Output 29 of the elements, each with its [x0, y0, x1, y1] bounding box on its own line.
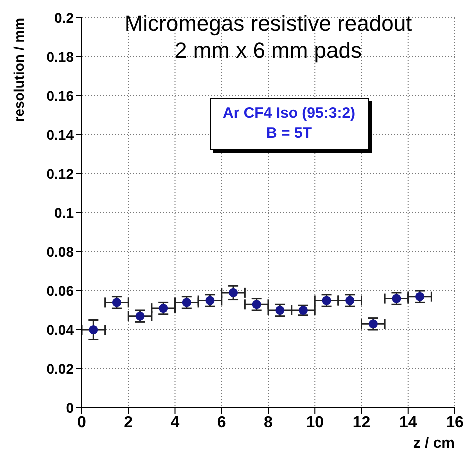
x-tick-label: 10 — [306, 414, 324, 432]
annotation: B = 5T — [266, 124, 313, 144]
x-tick-label: 6 — [217, 414, 226, 432]
point — [159, 304, 168, 314]
x-tick-label: 14 — [399, 414, 418, 432]
y-tick-label: 0.1 — [54, 204, 74, 221]
y-tick-label: 0.18 — [46, 48, 74, 65]
y-tick-label: 0.12 — [46, 166, 74, 182]
y-tick-label: 0.14 — [46, 126, 74, 143]
y-tick-label: 0.2 — [54, 10, 74, 26]
y-tick-label: 0.16 — [46, 88, 74, 104]
annotation: Ar CF4 Iso (95:3:2) — [223, 104, 356, 124]
x-tick-label: 0 — [78, 414, 87, 432]
x-tick-label: 4 — [170, 414, 180, 432]
x-tick-label: 12 — [352, 414, 371, 432]
y-tick-label: 0 — [66, 400, 74, 416]
x-axis-title: z / cm — [413, 435, 455, 452]
point — [229, 288, 238, 298]
text: 2 mm x 6 mm pads — [174, 37, 364, 64]
y-tick-label: 0.06 — [46, 282, 74, 299]
x-tick-label: 2 — [124, 414, 134, 432]
x-tick-label: 8 — [264, 414, 274, 432]
y-tick-label: 0.02 — [46, 360, 74, 377]
y-tick-label: 0.08 — [46, 244, 74, 260]
y-axis-title: resolution / mm — [10, 18, 28, 122]
x-tick-label: 16 — [446, 414, 464, 432]
y-tick-label: 0.04 — [46, 322, 74, 338]
chart-title: Micromegas resistive readout — [124, 10, 414, 37]
point — [89, 325, 98, 335]
